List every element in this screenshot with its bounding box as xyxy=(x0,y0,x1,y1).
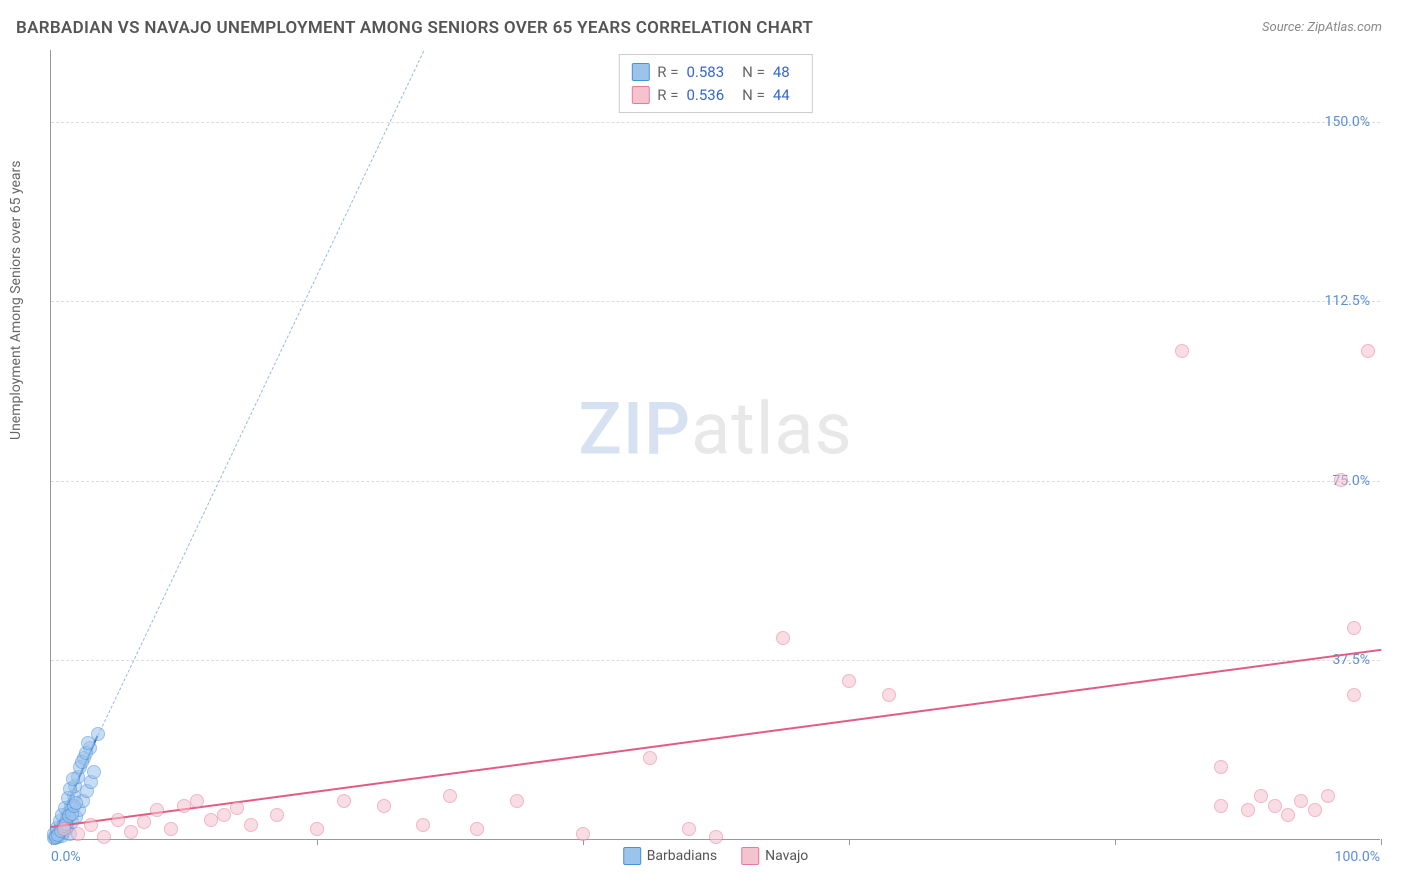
data-point xyxy=(81,736,95,750)
data-point xyxy=(111,813,125,827)
swatch-barbadians xyxy=(631,63,649,81)
data-point xyxy=(190,794,204,808)
data-point xyxy=(150,803,164,817)
x-tick xyxy=(849,839,850,845)
data-point xyxy=(377,799,391,813)
data-point xyxy=(177,799,191,813)
stat-n-label: N = xyxy=(742,84,765,107)
data-point xyxy=(682,822,696,836)
data-point xyxy=(270,808,284,822)
stat-r-label: R = xyxy=(657,84,678,107)
stat-r-label: R = xyxy=(657,61,678,84)
data-point xyxy=(230,801,244,815)
data-point xyxy=(1268,799,1282,813)
data-point xyxy=(1294,794,1308,808)
data-point xyxy=(443,789,457,803)
chart-title: BARBADIAN VS NAVAJO UNEMPLOYMENT AMONG S… xyxy=(16,18,813,38)
data-point xyxy=(1214,799,1228,813)
y-tick-label: 112.5% xyxy=(1325,293,1370,309)
data-point xyxy=(310,822,324,836)
x-tick-min: 0.0% xyxy=(51,849,81,865)
data-point xyxy=(57,822,71,836)
stats-row-barbadians: R = 0.583 N = 48 xyxy=(631,61,799,84)
source-label: Source: ZipAtlas.com xyxy=(1262,20,1382,35)
data-point xyxy=(1241,803,1255,817)
gridline-h xyxy=(51,660,1380,661)
data-point xyxy=(66,772,80,786)
data-point xyxy=(1334,473,1348,487)
data-point xyxy=(510,794,524,808)
data-point xyxy=(1347,688,1361,702)
x-tick xyxy=(1115,839,1116,845)
gridline-h xyxy=(51,122,1380,123)
data-point xyxy=(776,631,790,645)
y-axis-label: Unemployment Among Seniors over 65 years xyxy=(8,161,24,441)
gridline-h xyxy=(51,301,1380,302)
data-point xyxy=(337,794,351,808)
data-point xyxy=(1254,789,1268,803)
stat-n-value-barbadians: 48 xyxy=(773,61,790,84)
swatch-navajo xyxy=(631,86,649,104)
watermark: ZIPatlas xyxy=(578,386,852,471)
data-point xyxy=(1361,344,1375,358)
data-point xyxy=(1308,803,1322,817)
data-point xyxy=(204,813,218,827)
data-point xyxy=(244,818,258,832)
data-point xyxy=(709,830,723,844)
stat-n-value-navajo: 44 xyxy=(773,84,790,107)
stats-legend-box: R = 0.583 N = 48 R = 0.536 N = 44 xyxy=(618,54,812,113)
data-point xyxy=(470,822,484,836)
data-point xyxy=(87,765,101,779)
stats-row-navajo: R = 0.536 N = 44 xyxy=(631,84,799,107)
data-point xyxy=(97,830,111,844)
data-point xyxy=(1175,344,1189,358)
legend-label-barbadians: Barbadians xyxy=(647,848,717,864)
data-point xyxy=(842,674,856,688)
trend-line-extrapolated xyxy=(97,50,424,735)
bottom-legend: Barbadians Navajo xyxy=(623,847,809,865)
legend-swatch-barbadians xyxy=(623,847,641,865)
y-tick-label: 150.0% xyxy=(1325,114,1370,130)
legend-item-barbadians: Barbadians xyxy=(623,847,717,865)
data-point xyxy=(576,827,590,841)
stat-n-label: N = xyxy=(742,61,765,84)
data-point xyxy=(882,688,896,702)
data-point xyxy=(137,815,151,829)
data-point xyxy=(164,822,178,836)
data-point xyxy=(416,818,430,832)
legend-label-navajo: Navajo xyxy=(765,848,808,864)
data-point xyxy=(217,808,231,822)
legend-swatch-navajo xyxy=(741,847,759,865)
data-point xyxy=(643,751,657,765)
trend-line xyxy=(51,648,1381,827)
scatter-plot: ZIPatlas R = 0.583 N = 48 R = 0.536 N = … xyxy=(50,50,1380,840)
data-point xyxy=(71,827,85,841)
data-point xyxy=(84,818,98,832)
data-point xyxy=(1214,760,1228,774)
x-tick xyxy=(1381,839,1382,845)
gridline-h xyxy=(51,481,1380,482)
legend-item-navajo: Navajo xyxy=(741,847,808,865)
x-tick-max: 100.0% xyxy=(1335,849,1380,865)
data-point xyxy=(1321,789,1335,803)
stat-r-value-navajo: 0.536 xyxy=(686,84,724,107)
x-tick xyxy=(317,839,318,845)
data-point xyxy=(1281,808,1295,822)
data-point xyxy=(1347,621,1361,635)
stat-r-value-barbadians: 0.583 xyxy=(686,61,724,84)
data-point xyxy=(124,825,138,839)
data-point xyxy=(69,796,83,810)
